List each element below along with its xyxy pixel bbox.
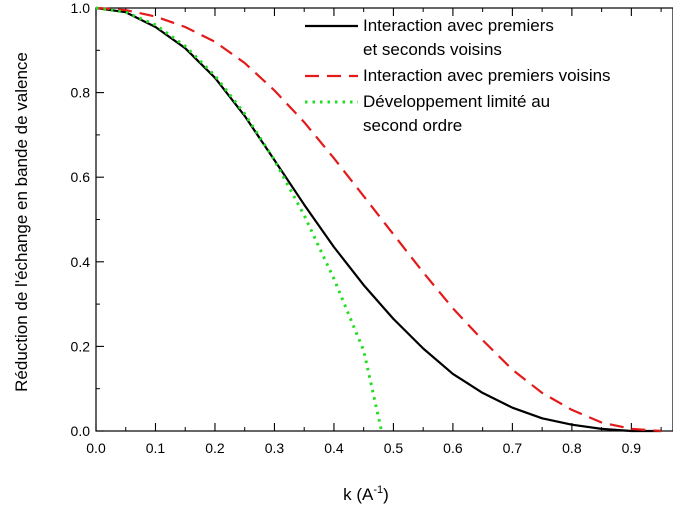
x-axis-label-exponent: -1	[373, 484, 383, 496]
legend-label-3: second ordre	[363, 116, 462, 135]
y-tick-label: 1.0	[71, 0, 91, 16]
y-tick-label: 0.8	[71, 85, 91, 101]
x-tick-label: 0.3	[265, 440, 285, 456]
x-tick-label: 0.9	[622, 440, 642, 456]
legend: Interaction avec premiers et seconds vois…	[305, 16, 611, 135]
x-axis-label: k (A-1)	[343, 484, 389, 504]
x-tick-label: 0.1	[146, 440, 166, 456]
series-line-2	[95, 6, 662, 433]
y-tick-label: 0.2	[71, 338, 91, 354]
y-axis-label: Réduction de l'échange en bande de valen…	[12, 52, 31, 392]
y-tick-label: 0.6	[71, 169, 91, 185]
legend-label-1: Interaction avec premiers	[363, 16, 554, 35]
x-tick-label: 0.0	[86, 440, 106, 456]
x-axis-label-main: k (A	[343, 485, 374, 504]
legend-label-1: et seconds voisins	[363, 40, 502, 59]
series-line-3	[95, 6, 383, 432]
plot-frame: 0.0 0.1 0.2 0.3 0.4 0.5 0.6 0.7 0.8 0.9 0.0 0.2 0.4 0…	[71, 0, 673, 456]
x-tick-label: 0.2	[205, 440, 225, 456]
x-tick-label: 0.5	[384, 440, 404, 456]
x-tick-label: 0.6	[443, 440, 463, 456]
x-axis-label-close: )	[383, 485, 389, 504]
y-tick-label: 0.4	[71, 254, 91, 270]
series-layer	[95, 6, 662, 433]
legend-label-2: Interaction avec premiers voisins	[363, 66, 611, 85]
x-tick-label: 0.4	[324, 440, 344, 456]
x-tick-label: 0.7	[503, 440, 523, 456]
x-tick-label: 0.8	[562, 440, 582, 456]
legend-label-3: Développement limité au	[363, 92, 550, 111]
y-tick-label: 0.0	[71, 423, 91, 439]
